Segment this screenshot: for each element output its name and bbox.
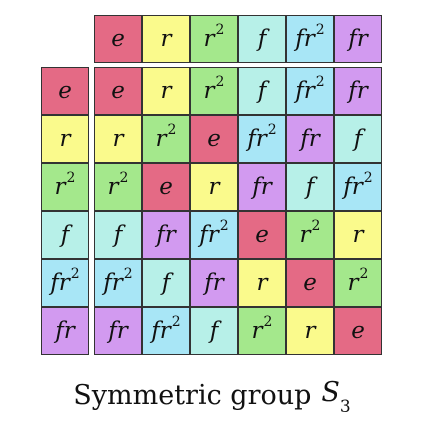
column-header-f: f bbox=[238, 15, 286, 63]
column-header-r: r bbox=[142, 15, 190, 63]
table-cell-5-0: fr bbox=[94, 307, 142, 355]
table-cell-2-1: e bbox=[142, 163, 190, 211]
caption-subscript: 3 bbox=[339, 396, 351, 417]
caption-symbol-letter: S bbox=[321, 377, 340, 409]
table-cell-4-1: f bbox=[142, 259, 190, 307]
row-header-e: e bbox=[41, 67, 89, 115]
row-header-fr: fr bbox=[41, 307, 89, 355]
table-cell-4-0: fr 2 bbox=[94, 259, 142, 307]
row-header-r: r bbox=[41, 115, 89, 163]
table-cell-3-0: f bbox=[94, 211, 142, 259]
table-cell-1-5: f bbox=[334, 115, 382, 163]
table-cell-2-4: f bbox=[286, 163, 334, 211]
table-cell-1-2: e bbox=[190, 115, 238, 163]
table-cell-5-4: r bbox=[286, 307, 334, 355]
table-cell-5-1: fr 2 bbox=[142, 307, 190, 355]
caption-text: Symmetric group bbox=[73, 379, 312, 411]
column-header-e: e bbox=[94, 15, 142, 63]
table-cell-2-5: fr 2 bbox=[334, 163, 382, 211]
row-header-fr2: fr 2 bbox=[41, 259, 89, 307]
table-cell-2-2: r bbox=[190, 163, 238, 211]
table-cell-1-3: fr 2 bbox=[238, 115, 286, 163]
table-cell-0-1: r bbox=[142, 67, 190, 115]
table-cell-5-5: e bbox=[334, 307, 382, 355]
table-cell-1-0: r bbox=[94, 115, 142, 163]
column-header-fr: fr bbox=[334, 15, 382, 63]
caption-symbol: S3 bbox=[321, 377, 350, 416]
table-cell-3-3: e bbox=[238, 211, 286, 259]
caption: Symmetric group S3 bbox=[0, 375, 424, 416]
table-cell-0-4: fr 2 bbox=[286, 67, 334, 115]
table-cell-4-4: e bbox=[286, 259, 334, 307]
table-cell-3-1: fr bbox=[142, 211, 190, 259]
column-header-fr2: fr 2 bbox=[286, 15, 334, 63]
table-cell-3-5: r bbox=[334, 211, 382, 259]
table-cell-2-3: fr bbox=[238, 163, 286, 211]
table-cell-1-4: fr bbox=[286, 115, 334, 163]
table-cell-4-2: fr bbox=[190, 259, 238, 307]
row-header-f: f bbox=[41, 211, 89, 259]
table-cell-3-2: fr 2 bbox=[190, 211, 238, 259]
table-cell-0-0: e bbox=[94, 67, 142, 115]
table-cell-4-3: r bbox=[238, 259, 286, 307]
table-cell-0-3: f bbox=[238, 67, 286, 115]
table-cell-0-5: fr bbox=[334, 67, 382, 115]
table-cell-5-2: f bbox=[190, 307, 238, 355]
